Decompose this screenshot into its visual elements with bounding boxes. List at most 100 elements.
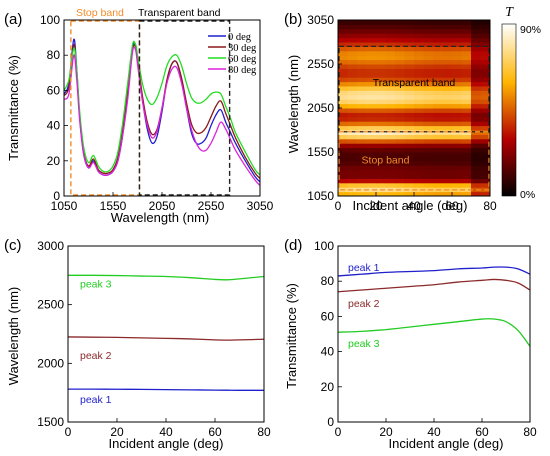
heatmap-cell xyxy=(395,33,405,39)
heatmap-cell xyxy=(414,50,424,56)
heatmap-cell xyxy=(423,134,434,140)
heatmap-cell xyxy=(366,112,377,118)
heatmap-cell xyxy=(357,81,367,87)
heatmap-cell xyxy=(385,147,396,153)
heatmap-cell xyxy=(433,64,443,69)
heatmap-cell xyxy=(347,55,358,61)
heatmap-cell xyxy=(347,99,358,105)
heatmap-cell xyxy=(376,147,386,153)
heatmap-cell xyxy=(404,77,415,83)
heatmap-cell xyxy=(357,182,367,188)
heatmap-cell xyxy=(347,94,358,100)
heatmap-cell xyxy=(338,143,348,149)
heatmap-cell xyxy=(452,112,462,118)
heatmap-cell xyxy=(414,99,424,105)
panel-a-ytick-label: 80 xyxy=(47,48,61,62)
panel-a-band-box-0 xyxy=(70,20,141,196)
heatmap-cell xyxy=(385,55,396,61)
panel-c-xtick-label: 0 xyxy=(65,425,72,439)
heatmap-cell xyxy=(461,46,472,52)
heatmap-cell xyxy=(366,121,377,127)
heatmap-cell xyxy=(357,59,367,65)
heatmap-cell xyxy=(376,130,386,135)
heatmap-cell xyxy=(480,143,491,149)
heatmap-cell xyxy=(385,182,396,188)
heatmap-cell xyxy=(471,130,481,135)
heatmap-cell xyxy=(414,169,424,175)
heatmap-cell xyxy=(347,134,358,140)
panel-c-series-label: peak 1 xyxy=(80,394,112,406)
heatmap-cell xyxy=(395,178,405,184)
panel-d-ytick-label: 0 xyxy=(327,415,334,429)
legend-entry: 80 deg xyxy=(228,65,257,76)
panel-a: (a) 1050 1550 2050 2550 3050 0 20 40 60 80 100 Wav… xyxy=(4,7,274,225)
heatmap-cell xyxy=(433,178,443,184)
heatmap-cell xyxy=(414,24,424,30)
heatmap-cell xyxy=(376,24,386,30)
heatmap-cell xyxy=(357,77,367,83)
heatmap-cell xyxy=(395,55,405,61)
heatmap-cell xyxy=(471,116,481,122)
panel-c-xtick-label: 80 xyxy=(257,425,271,439)
heatmap-cell xyxy=(338,94,348,100)
panel-a-xtick-label: 3050 xyxy=(247,199,274,213)
panel-d-ytick-label: 100 xyxy=(314,239,334,253)
heatmap-cell xyxy=(376,174,386,179)
heatmap-cell xyxy=(461,81,472,87)
panel-b-ytick-label: 1550 xyxy=(307,145,334,159)
heatmap-cell xyxy=(385,121,396,127)
heatmap-cell xyxy=(442,116,453,122)
heatmap-cell xyxy=(442,42,453,47)
heatmap-cell xyxy=(471,59,481,65)
panel-a-ylabel: Transmittance (%) xyxy=(6,55,21,161)
heatmap-cell xyxy=(452,55,462,61)
heatmap-cell xyxy=(357,134,367,140)
heatmap-cell xyxy=(395,112,405,118)
heatmap-cell xyxy=(357,121,367,127)
heatmap-cell xyxy=(347,77,358,83)
heatmap-cell xyxy=(480,77,491,83)
heatmap-cell xyxy=(423,46,434,52)
heatmap-cell xyxy=(414,130,424,135)
heatmap-cell xyxy=(442,68,453,74)
heatmap-cell xyxy=(347,33,358,39)
heatmap-cell xyxy=(376,121,386,127)
heatmap-cell xyxy=(452,68,462,74)
heatmap-cell xyxy=(442,147,453,153)
heatmap-cell xyxy=(376,68,386,74)
heatmap-cell xyxy=(452,130,462,135)
heatmap-cell xyxy=(423,112,434,118)
heatmap-cell xyxy=(452,116,462,122)
heatmap-cell xyxy=(423,33,434,39)
heatmap-cell xyxy=(452,33,462,39)
heatmap-cell xyxy=(376,33,386,39)
heatmap-cell xyxy=(414,116,424,122)
heatmap-cell xyxy=(404,121,415,127)
heatmap-cell xyxy=(461,112,472,118)
heatmap-cell xyxy=(366,116,377,122)
heatmap-cell xyxy=(357,90,367,96)
heatmap-cell xyxy=(433,46,443,52)
heatmap-cell xyxy=(376,165,386,171)
heatmap-cell xyxy=(442,86,453,91)
heatmap-cell xyxy=(461,174,472,179)
heatmap-cell xyxy=(395,90,405,96)
heatmap-cell xyxy=(480,134,491,140)
heatmap-cell xyxy=(423,160,434,166)
heatmap-cell xyxy=(461,138,472,144)
heatmap-cell xyxy=(404,134,415,140)
heatmap-cell xyxy=(414,86,424,91)
heatmap-cell xyxy=(385,20,396,25)
heatmap-cell xyxy=(366,64,377,69)
heatmap-cell xyxy=(347,191,358,197)
panel-a-label: (a) xyxy=(4,11,22,28)
heatmap-cell xyxy=(442,160,453,166)
panel-c-series-peak-2 xyxy=(67,336,265,341)
heatmap-cell xyxy=(338,134,348,140)
heatmap-cell xyxy=(452,138,462,144)
heatmap-cell xyxy=(366,103,377,109)
heatmap-cell xyxy=(461,147,472,153)
heatmap-cell xyxy=(414,112,424,118)
heatmap-cell xyxy=(480,178,491,184)
heatmap-cell xyxy=(347,143,358,149)
